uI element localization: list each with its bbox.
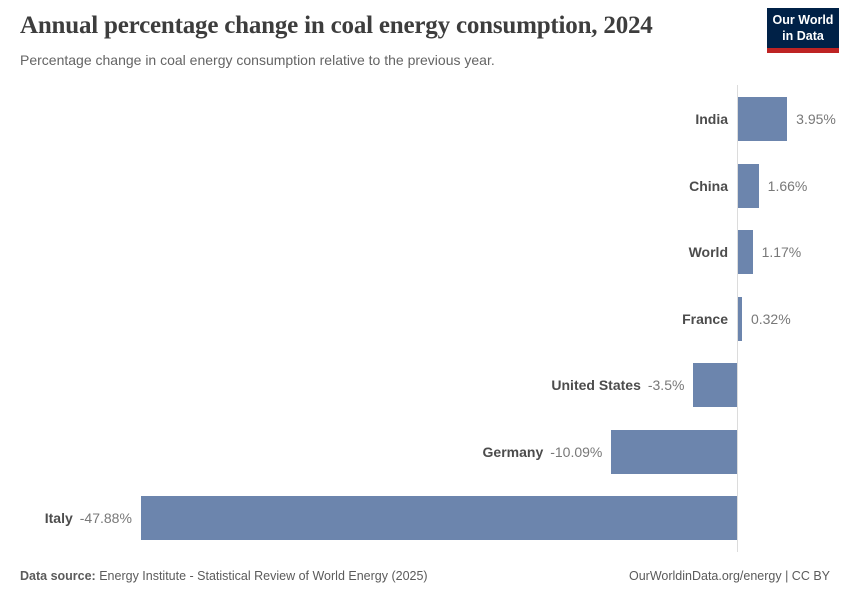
zero-axis-line (737, 85, 738, 552)
bar-chart: India 3.95% China 1.66% World 1.17% France 0.32… (0, 85, 850, 552)
chart-subtitle: Percentage change in coal energy consump… (20, 52, 495, 68)
bar-world[interactable] (738, 230, 753, 274)
bar-label-group: India (695, 97, 728, 141)
bar-label-group: France (682, 297, 728, 341)
bar-value-group: 0.32% (751, 297, 791, 341)
bar-india[interactable] (738, 97, 788, 141)
chart-title: Annual percentage change in coal energy … (20, 12, 653, 39)
bar-germany[interactable] (611, 429, 737, 474)
category-label: China (689, 177, 728, 194)
data-source-text: Energy Institute - Statistical Review of… (95, 569, 428, 583)
bar-italy[interactable] (140, 496, 737, 540)
category-label: Germany (482, 443, 544, 460)
bar-label-group: World (689, 230, 728, 274)
value-label: -10.09% (550, 443, 603, 460)
value-label: 1.66% (767, 177, 808, 194)
owid-logo-line2: in Data (782, 28, 824, 43)
data-source: Data source: Energy Institute - Statisti… (20, 569, 428, 583)
bar-china[interactable] (738, 163, 759, 208)
category-label: India (695, 111, 728, 127)
category-label: World (688, 244, 728, 260)
bar-label-group: Italy -47.88% (45, 496, 132, 540)
value-label: -47.88% (79, 510, 132, 526)
value-label: -3.5% (647, 377, 685, 393)
bar-label-group: Germany -10.09% (483, 430, 603, 474)
category-label: France (682, 310, 728, 327)
value-label: 1.17% (761, 244, 802, 260)
value-label: 0.32% (750, 310, 791, 327)
category-label: Italy (44, 510, 73, 526)
data-source-label: Data source: (20, 569, 96, 583)
bar-value-group: 1.66% (768, 164, 808, 208)
bar-united-states[interactable] (693, 363, 737, 407)
owid-logo-line1: Our World (772, 13, 834, 27)
owid-logo: Our World in Data (767, 8, 839, 54)
bar-value-group: 1.17% (762, 230, 802, 274)
bar-value-group: 3.95% (796, 97, 836, 141)
bar-france[interactable] (738, 296, 742, 341)
bar-label-group: United States -3.5% (551, 363, 684, 407)
bar-label-group: China (689, 164, 728, 208)
credit-link[interactable]: OurWorldinData.org/energy | CC BY (628, 569, 830, 583)
category-label: United States (551, 377, 641, 393)
value-label: 3.95% (796, 111, 836, 127)
